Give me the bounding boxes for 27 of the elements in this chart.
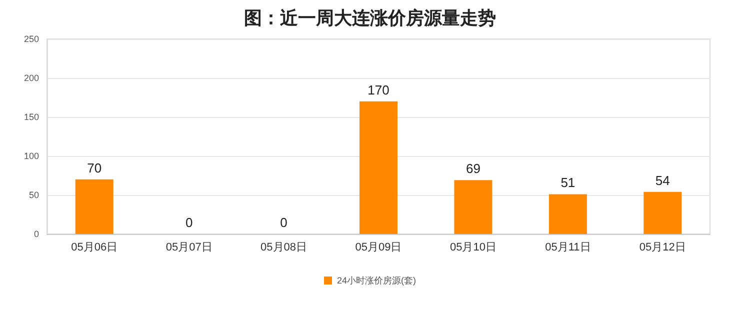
x-tick-label: 05月11日 bbox=[545, 242, 591, 254]
x-tick-label: 05月08日 bbox=[260, 242, 308, 254]
y-tick-label: 0 bbox=[34, 229, 39, 239]
y-tick-label: 150 bbox=[24, 112, 39, 122]
bar bbox=[360, 101, 398, 234]
data-label: 0 bbox=[185, 215, 193, 230]
x-tick-label: 05月09日 bbox=[355, 242, 402, 254]
x-tick-label: 05月10日 bbox=[450, 242, 496, 254]
legend-label: 24小时涨价房源(套) bbox=[337, 276, 416, 286]
bar bbox=[644, 192, 682, 234]
bar bbox=[454, 180, 492, 234]
data-label: 54 bbox=[655, 172, 670, 188]
data-label: 170 bbox=[368, 82, 390, 98]
y-tick-label: 250 bbox=[24, 34, 39, 44]
data-label: 51 bbox=[560, 175, 576, 190]
data-label: 69 bbox=[466, 161, 480, 176]
data-label: 0 bbox=[280, 215, 288, 230]
y-tick-label: 200 bbox=[24, 73, 39, 83]
x-tick-label: 05月07日 bbox=[166, 242, 212, 254]
y-tick-label: 50 bbox=[28, 190, 39, 200]
data-label: 70 bbox=[87, 160, 102, 176]
x-tick-label: 05月12日 bbox=[639, 242, 686, 254]
x-tick-label: 05月06日 bbox=[71, 242, 118, 254]
bar bbox=[75, 179, 114, 234]
y-tick-label: 100 bbox=[24, 151, 39, 161]
bar bbox=[548, 194, 587, 234]
chart-title: 图：近一周大连涨价房源量走势 bbox=[244, 8, 496, 28]
